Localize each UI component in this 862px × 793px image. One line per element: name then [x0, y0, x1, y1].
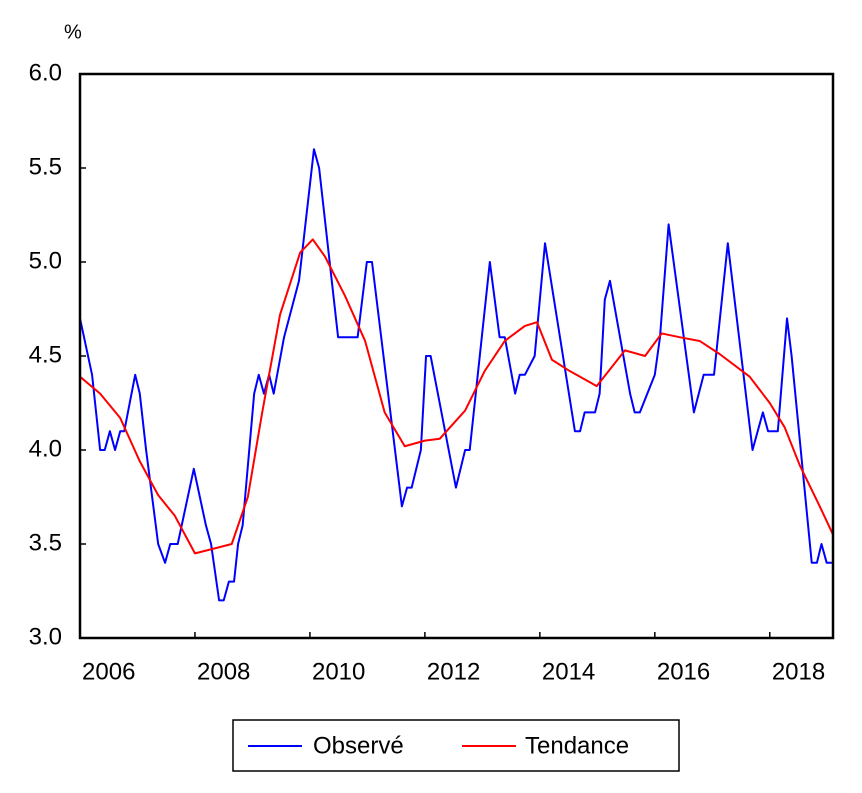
y-tick-label: 4.0	[29, 435, 62, 462]
series-line	[79, 238, 834, 555]
legend-box	[232, 719, 680, 772]
y-unit-label: %	[64, 21, 82, 43]
legend-label: Observé	[313, 732, 404, 759]
x-tick-label: 2018	[772, 658, 825, 685]
x-tick-label: 2008	[197, 658, 250, 685]
x-tick-label: 2016	[657, 658, 710, 685]
x-tick-label: 2012	[427, 658, 480, 685]
x-tick-label: 2010	[312, 658, 365, 685]
y-tick-label: 3.5	[29, 529, 62, 556]
x-tick-label: 2006	[82, 658, 135, 685]
y-tick-label: 5.5	[29, 153, 62, 180]
series-line	[79, 148, 832, 602]
y-tick-label: 6.0	[29, 59, 62, 86]
legend-label: Tendance	[525, 732, 629, 759]
plot-frame	[78, 72, 835, 640]
y-tick-label: 4.5	[29, 341, 62, 368]
y-tick-label: 5.0	[29, 247, 62, 274]
y-tick-label: 3.0	[29, 623, 62, 650]
x-tick-label: 2014	[542, 658, 595, 685]
